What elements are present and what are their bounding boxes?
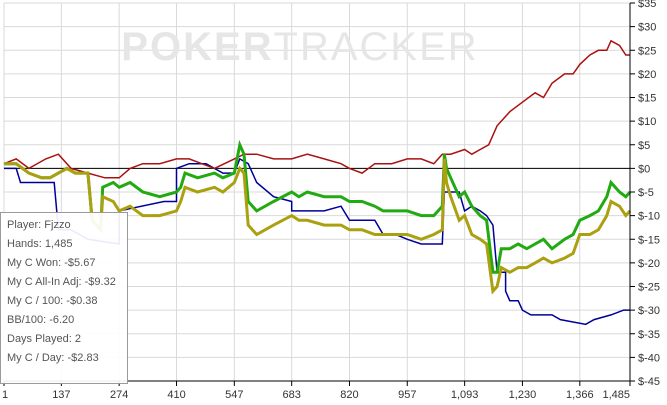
- x-tick-label: 547: [225, 389, 243, 401]
- x-tick-label: 957: [398, 389, 416, 401]
- x-tick-label: 1: [2, 389, 8, 401]
- y-tick-label: $-35: [638, 329, 660, 341]
- y-tick-label: $0: [638, 163, 650, 175]
- y-tick-label: $15: [638, 93, 656, 105]
- x-tick-label: 1,093: [451, 389, 479, 401]
- y-tick-label: $-5: [638, 187, 654, 199]
- series-line-3: [4, 139, 632, 274]
- svg-text:POKERTRACKER: POKERTRACKER: [121, 25, 478, 69]
- watermark-part1: POKER: [121, 25, 273, 69]
- stat-bb-per-100: BB/100: -6.20: [7, 314, 75, 326]
- y-tick-label: $25: [638, 45, 656, 57]
- y-tick-label: $20: [638, 69, 656, 81]
- player-stats-box: Player: Fjzzo Hands: 1,485 My C Won: -$5…: [0, 212, 128, 384]
- stat-allin-adj: My C All-In Adj: -$9.32: [7, 276, 116, 288]
- series-line-1: [4, 157, 630, 326]
- x-tick-label: 683: [283, 389, 301, 401]
- series-line-4: [4, 158, 632, 295]
- x-tick-label: 1,366: [566, 389, 594, 401]
- series-line-2: [3, 39, 630, 179]
- y-tick-label: $30: [638, 22, 656, 34]
- y-axis-ticks: $35 $30 $25 $20 $15 $10 $5 $0 $-5 $-10 $-15 $-20 $-2…: [630, 0, 660, 388]
- watermark: POKERTRACKER: [121, 25, 478, 69]
- stat-c-per-100: My C / 100: -$0.38: [7, 295, 98, 307]
- x-tick-label: 1,230: [509, 389, 537, 401]
- stat-c-per-day: My C / Day: -$2.83: [7, 352, 99, 364]
- y-tick-label: $5: [638, 140, 650, 152]
- y-tick-label: $-15: [638, 234, 660, 246]
- series-lines: [3, 39, 632, 326]
- y-tick-label: $35: [638, 0, 656, 10]
- stat-c-won: My C Won: -$5.67: [7, 257, 96, 269]
- x-tick-label: 820: [340, 389, 358, 401]
- stat-days-played: Days Played: 2: [7, 333, 81, 345]
- y-tick-label: $10: [638, 116, 656, 128]
- stat-player: Player: Fjzzo: [7, 219, 71, 231]
- x-axis-ticks: 1 137 274 410 547 683 820 957 1,093 1,230 1,366 1,4…: [2, 381, 631, 401]
- watermark-part2: TRACKER: [274, 25, 479, 69]
- x-tick-label: 137: [52, 389, 70, 401]
- y-tick-label: $-45: [638, 376, 660, 388]
- y-tick-label: $-10: [638, 211, 660, 223]
- y-tick-label: $-40: [638, 352, 660, 364]
- y-tick-label: $-30: [638, 305, 660, 317]
- x-tick-label: 274: [110, 389, 128, 401]
- y-tick-label: $-25: [638, 282, 660, 294]
- y-tick-label: $-20: [638, 258, 660, 270]
- x-tick-label: 410: [167, 389, 185, 401]
- x-tick-label: 1,485: [602, 389, 630, 401]
- stat-hands: Hands: 1,485: [7, 238, 73, 250]
